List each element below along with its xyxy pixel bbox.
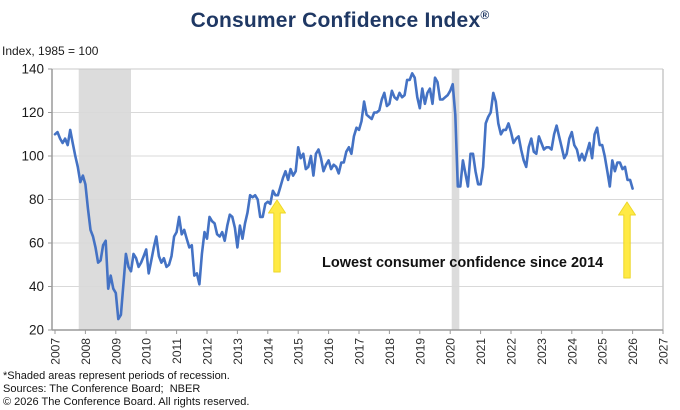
x-axis-tick-label: 2024 xyxy=(565,338,579,365)
y-axis-tick-label: 80 xyxy=(29,192,44,207)
x-axis-tick-label: 2018 xyxy=(383,338,397,365)
footnote-sources: Sources: The Conference Board; NBER xyxy=(3,383,201,395)
x-axis-tick-label: 2012 xyxy=(201,338,215,365)
y-axis-tick-label: 40 xyxy=(29,279,44,294)
y-axis-tick-label: 120 xyxy=(21,105,44,120)
annotation-lowest-since-2014: Lowest consumer confidence since 2014 xyxy=(322,255,603,271)
y-axis-tick-label: 140 xyxy=(21,62,44,77)
x-axis-tick-label: 2015 xyxy=(292,338,306,365)
chart-title: Consumer Confidence Index® xyxy=(0,8,680,33)
x-axis-tick-label: 2022 xyxy=(505,338,519,365)
x-axis-tick-label: 2019 xyxy=(413,338,427,365)
y-axis-tick-label: 60 xyxy=(29,236,44,251)
chart-title-text: Consumer Confidence Index xyxy=(190,9,481,32)
x-axis-tick-label: 2025 xyxy=(596,338,610,365)
x-axis-tick-label: 2008 xyxy=(79,338,93,365)
x-axis-tick-label: 2023 xyxy=(535,338,549,365)
y-axis-tick-label: 20 xyxy=(29,323,44,338)
y-axis-tick-label: 100 xyxy=(21,149,44,164)
x-axis-tick-label: 2007 xyxy=(49,338,63,365)
footnote-recession-note: *Shaded areas represent periods of reces… xyxy=(3,370,230,382)
footnotes: *Shaded areas represent periods of reces… xyxy=(3,370,249,409)
arrow-2014-up-arrow-icon xyxy=(268,199,286,273)
x-axis-tick-label: 2027 xyxy=(657,338,671,365)
registered-trademark-icon: ® xyxy=(480,8,490,22)
x-axis-tick-label: 2021 xyxy=(474,338,488,365)
x-axis-tick-label: 2026 xyxy=(626,338,640,365)
y-axis-unit-note: Index, 1985 = 100 xyxy=(2,44,99,58)
x-axis-tick-label: 2016 xyxy=(322,338,336,365)
x-axis-tick-label: 2014 xyxy=(261,338,275,365)
x-axis-tick-label: 2017 xyxy=(353,338,367,365)
footnote-copyright: © 2026 The Conference Board. All rights … xyxy=(3,396,250,408)
confidence-line-series xyxy=(53,72,634,321)
x-axis-tick-label: 2009 xyxy=(109,338,123,365)
x-axis-tick-label: 2013 xyxy=(231,338,245,365)
x-axis-tick-label: 2011 xyxy=(170,338,184,364)
arrow-2026-up-arrow-icon xyxy=(618,201,636,279)
x-axis-tick-label: 2010 xyxy=(140,338,154,365)
x-axis-tick-label: 2020 xyxy=(444,338,458,365)
